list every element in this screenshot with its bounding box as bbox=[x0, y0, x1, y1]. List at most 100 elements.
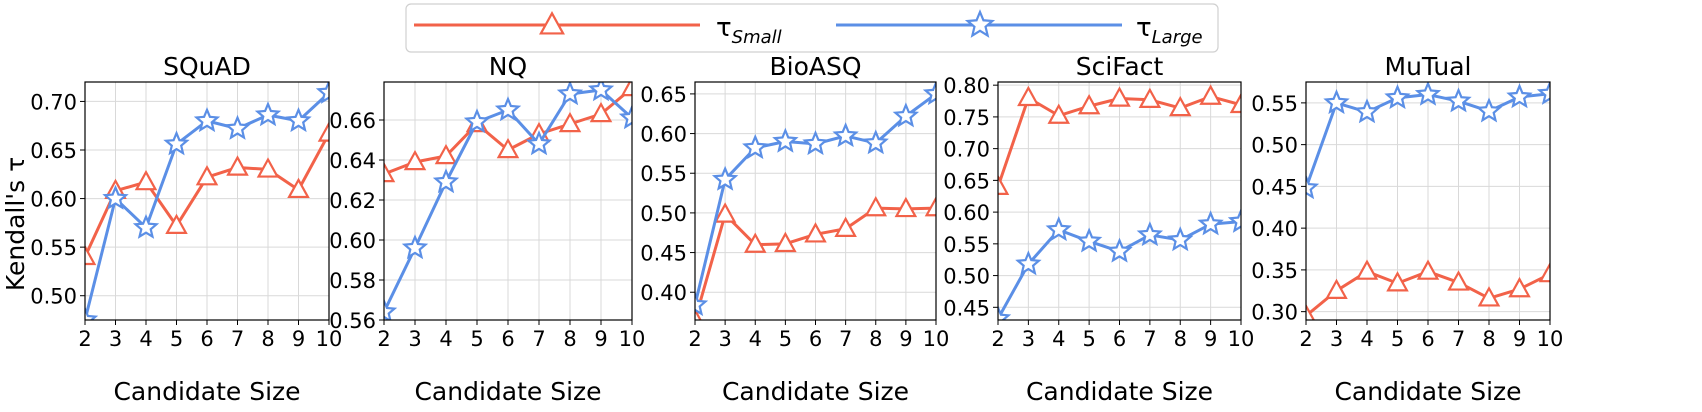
x-tick-label: 5 bbox=[779, 327, 792, 351]
data-point-small bbox=[1508, 276, 1531, 298]
x-tick-label: 9 bbox=[1513, 327, 1526, 351]
data-point-small bbox=[1199, 84, 1222, 105]
x-tick-label: 4 bbox=[749, 327, 762, 351]
data-point-large bbox=[1445, 87, 1472, 113]
data-point-large bbox=[1323, 89, 1350, 115]
y-tick-label: 0.56 bbox=[329, 309, 376, 333]
data-point-large bbox=[1475, 97, 1503, 123]
data-point-small bbox=[1138, 87, 1162, 108]
y-tick-label: 0.55 bbox=[640, 162, 687, 186]
x-tick-label: 4 bbox=[1052, 327, 1065, 351]
panel-title: NQ bbox=[489, 52, 527, 81]
data-point-small bbox=[695, 307, 702, 320]
y-tick-label: 0.66 bbox=[329, 109, 376, 133]
data-point-large bbox=[102, 184, 129, 210]
x-tick-label: 9 bbox=[292, 327, 305, 351]
data-point-large bbox=[384, 298, 398, 320]
y-tick-label: 0.50 bbox=[30, 285, 77, 309]
x-tick-label: 2 bbox=[78, 327, 91, 351]
data-point-small bbox=[1477, 286, 1501, 307]
y-tick-label: 0.40 bbox=[640, 281, 687, 305]
data-point-large bbox=[1227, 207, 1241, 233]
data-point-small bbox=[256, 157, 280, 178]
x-tick-label: 6 bbox=[501, 327, 514, 351]
x-tick-label: 5 bbox=[1391, 327, 1404, 351]
y-tick-label: 0.55 bbox=[943, 233, 990, 257]
data-point-small bbox=[1538, 261, 1550, 283]
x-tick-label: 10 bbox=[1228, 327, 1255, 351]
x-tick-label: 8 bbox=[1482, 327, 1495, 351]
y-axis-label: Kendall's τ bbox=[1, 157, 30, 291]
data-point-small bbox=[1325, 278, 1348, 299]
series-group bbox=[85, 82, 329, 320]
data-point-small bbox=[620, 82, 632, 97]
data-point-small bbox=[226, 155, 249, 176]
data-point-large bbox=[85, 306, 99, 320]
data-point-large bbox=[1384, 84, 1411, 110]
data-point-large bbox=[1106, 237, 1133, 263]
x-tick-label: 8 bbox=[869, 327, 882, 351]
legend-symbol: τ bbox=[1136, 13, 1152, 43]
data-point-small bbox=[1168, 95, 1192, 117]
x-tick-label: 2 bbox=[991, 327, 1004, 351]
data-point-small bbox=[864, 195, 888, 217]
data-point-large bbox=[922, 82, 936, 106]
data-point-large bbox=[1015, 250, 1042, 276]
y-tick-label: 0.60 bbox=[943, 201, 990, 225]
data-point-small bbox=[496, 137, 520, 159]
x-axis-label: Candidate Size bbox=[1334, 377, 1521, 406]
legend-entry-large: τLarge bbox=[836, 9, 1203, 48]
data-point-large bbox=[1414, 82, 1442, 106]
legend-frame bbox=[405, 3, 1219, 53]
x-tick-label: 2 bbox=[1299, 327, 1312, 351]
y-tick-label: 0.45 bbox=[1251, 175, 1298, 199]
chart-squad: SQuAD 2 3 4 5 6 7 8 9 10 0.50 0.55 0.60 0.65 0.70 Candi… bbox=[30, 52, 342, 406]
x-tick-label: 8 bbox=[563, 327, 576, 351]
legend-entry-small: τSmall bbox=[414, 11, 782, 48]
y-tick-label: 0.45 bbox=[943, 296, 990, 320]
chart-bioasq: BioASQ 2 3 4 5 6 7 8 9 10 0.40 0.45 0.50 0.55 0.60 0.65… bbox=[640, 52, 949, 406]
data-point-large bbox=[1136, 221, 1164, 247]
data-point-large bbox=[1506, 83, 1533, 109]
data-point-large bbox=[998, 304, 1012, 320]
x-tick-label: 2 bbox=[377, 327, 390, 351]
x-tick-label: 10 bbox=[316, 327, 343, 351]
x-tick-label: 4 bbox=[439, 327, 452, 351]
y-tick-label: 0.55 bbox=[30, 236, 77, 260]
x-tick-label: 8 bbox=[261, 327, 274, 351]
data-point-large bbox=[742, 133, 769, 160]
x-tick-label: 6 bbox=[200, 327, 213, 351]
data-point-large bbox=[1197, 210, 1224, 236]
x-tick-label: 3 bbox=[1330, 327, 1343, 351]
chart-scifact: SciFact 2 3 4 5 6 7 8 9 10 0.45 0.50 0.55 0.60 0.65 0.7… bbox=[943, 52, 1254, 406]
y-tick-label: 0.60 bbox=[30, 188, 77, 212]
panel-title: SciFact bbox=[1076, 52, 1164, 81]
data-point-small bbox=[589, 101, 613, 123]
y-tick-label: 0.35 bbox=[1251, 259, 1298, 283]
data-point-large bbox=[1075, 227, 1103, 253]
data-point-large bbox=[525, 130, 553, 156]
y-tick-label: 0.50 bbox=[943, 265, 990, 289]
data-point-large bbox=[401, 234, 429, 260]
y-tick-label: 0.75 bbox=[943, 106, 990, 130]
x-tick-label: 7 bbox=[839, 327, 852, 351]
data-point-small bbox=[1386, 271, 1409, 292]
data-point-large bbox=[862, 129, 889, 155]
data-point-large bbox=[772, 127, 799, 153]
y-tick-label: 0.60 bbox=[329, 229, 376, 253]
x-tick-label: 8 bbox=[1174, 327, 1187, 351]
series-group bbox=[695, 82, 936, 320]
y-tick-label: 0.65 bbox=[30, 139, 77, 163]
y-tick-label: 0.80 bbox=[943, 74, 990, 98]
y-tick-label: 0.40 bbox=[1251, 217, 1298, 241]
x-tick-label: 6 bbox=[1113, 327, 1126, 351]
series-group bbox=[1306, 82, 1550, 320]
series-group bbox=[998, 84, 1241, 320]
data-point-small bbox=[134, 169, 158, 191]
series-group bbox=[384, 82, 632, 320]
data-point-large bbox=[1167, 226, 1194, 252]
data-point-large bbox=[163, 130, 190, 156]
y-tick-label: 0.60 bbox=[640, 123, 687, 147]
legend-subscript: Large bbox=[1152, 27, 1203, 48]
